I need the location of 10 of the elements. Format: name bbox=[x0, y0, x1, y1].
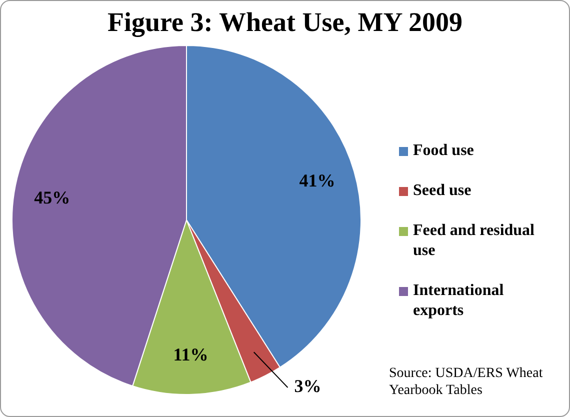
data-label: 41% bbox=[299, 170, 336, 191]
data-label: 3% bbox=[294, 376, 322, 396]
chart-title: Figure 3: Wheat Use, MY 2009 bbox=[106, 7, 464, 38]
source-note: Source: USDA/ERS Wheat Yearbook Tables bbox=[389, 365, 544, 399]
data-label: 11% bbox=[173, 344, 208, 365]
legend-label: Food use bbox=[413, 141, 474, 161]
data-label: 45% bbox=[34, 187, 70, 208]
legend-label: Feed and residual use bbox=[413, 221, 536, 261]
legend-label: International exports bbox=[413, 281, 505, 321]
legend-label: Seed use bbox=[413, 181, 472, 201]
